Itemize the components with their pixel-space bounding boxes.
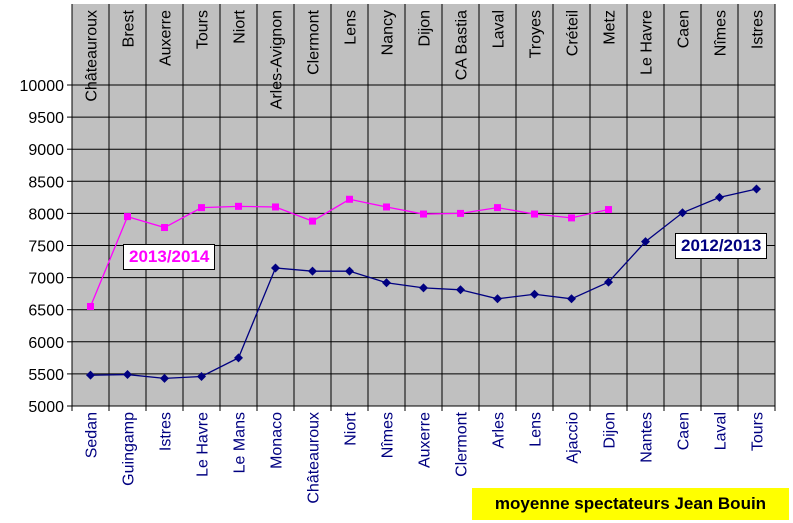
horizontal-gridlines — [67, 84, 775, 407]
y-tick-label: 5500 — [28, 367, 64, 384]
top-category-label: Metz — [602, 10, 619, 45]
bottom-category-label: Nantes — [639, 412, 656, 463]
legend-2013-2014: 2013/2014 — [123, 244, 216, 270]
top-category-label: Brest — [121, 9, 138, 47]
data-point — [272, 203, 279, 211]
bottom-category-label: Tours — [750, 412, 767, 451]
top-category-labels: Châteauroux Brest Auxerre Tours Niort Arles-A… — [84, 9, 767, 109]
bottom-category-label: Châteauroux — [306, 412, 323, 504]
data-point — [345, 266, 354, 276]
legend-2012-2013: 2012/2013 — [675, 233, 768, 259]
bottom-category-label: Le Mans — [232, 412, 249, 473]
data-point — [160, 373, 169, 383]
bottom-category-label: Istres — [158, 412, 175, 451]
data-point — [605, 206, 612, 214]
data-point — [531, 210, 538, 218]
top-category-label: Châteauroux — [84, 10, 101, 102]
data-point — [456, 285, 465, 295]
bottom-category-label: Monaco — [269, 412, 286, 469]
y-tick-label: 7500 — [28, 239, 64, 256]
bottom-category-label: Laval — [713, 412, 730, 450]
data-point — [383, 203, 390, 211]
data-point — [235, 202, 242, 210]
data-point — [161, 224, 168, 232]
top-category-label: Caen — [676, 10, 693, 48]
data-point — [123, 370, 132, 380]
data-point — [197, 371, 206, 381]
data-point — [678, 208, 687, 218]
bottom-category-label: Auxerre — [417, 412, 434, 468]
top-category-label: Niort — [232, 9, 249, 43]
data-point — [86, 370, 95, 380]
data-point — [419, 283, 428, 293]
data-point — [567, 294, 576, 304]
top-category-label: Nîmes — [713, 10, 730, 56]
top-category-label: Auxerre — [158, 10, 175, 66]
bottom-category-label: Nîmes — [380, 412, 397, 458]
top-category-label: CA Bastia — [454, 10, 471, 80]
series-layer — [86, 184, 761, 383]
top-category-label: Le Havre — [639, 10, 656, 75]
y-tick-label: 7000 — [28, 271, 64, 288]
y-axis-tick-labels: 5000 5500 6000 6500 7000 7500 8000 8500 9000 9500… — [20, 78, 65, 416]
footer-label: moyenne spectateurs Jean Bouin — [472, 488, 789, 520]
top-category-label: Clermont — [306, 9, 323, 74]
bottom-category-label: Le Havre — [195, 412, 212, 477]
bottom-category-label: Clermont — [454, 411, 471, 476]
bottom-category-label: Lens — [528, 412, 545, 447]
y-tick-label: 8500 — [28, 174, 64, 191]
y-tick-label: 5000 — [28, 399, 64, 416]
top-category-label: Nancy — [380, 10, 397, 55]
top-category-label: Troyes — [528, 10, 545, 58]
data-point — [308, 266, 317, 276]
y-tick-label: 8000 — [28, 206, 64, 223]
top-category-label: Arles-Avignon — [269, 10, 286, 109]
data-point — [87, 302, 94, 310]
data-point — [752, 184, 761, 194]
data-point — [494, 204, 501, 212]
data-point — [493, 294, 502, 304]
top-category-label: Tours — [195, 10, 212, 49]
y-tick-label: 9500 — [28, 110, 64, 127]
bottom-category-label: Arles — [491, 412, 508, 448]
data-point — [382, 278, 391, 288]
data-point — [604, 277, 613, 287]
data-point — [641, 237, 650, 247]
data-point — [568, 214, 575, 222]
data-point — [124, 213, 131, 221]
data-point — [715, 192, 724, 202]
bottom-category-labels: Sedan Guingamp Istres Le Havre Le Mans Monaco… — [84, 411, 767, 503]
data-point — [457, 209, 464, 217]
data-point — [420, 210, 427, 218]
data-point — [530, 289, 539, 299]
top-category-label: Istres — [750, 10, 767, 49]
top-category-label: Créteil — [565, 10, 582, 56]
top-category-label: Lens — [343, 10, 360, 45]
top-label-band — [72, 4, 775, 85]
y-tick-label: 6000 — [28, 335, 64, 352]
data-point — [198, 204, 205, 212]
bottom-category-label: Sedan — [84, 412, 101, 458]
bottom-category-label: Niort — [343, 411, 360, 445]
bottom-category-label: Dijon — [602, 412, 619, 448]
bottom-category-label: Guingamp — [121, 412, 138, 486]
data-point — [234, 353, 243, 363]
y-tick-label: 6500 — [28, 303, 64, 320]
data-point — [309, 217, 316, 225]
data-point — [346, 195, 353, 203]
y-tick-label: 9000 — [28, 142, 64, 159]
data-point — [271, 263, 280, 273]
top-category-label: Dijon — [417, 10, 434, 46]
bottom-category-label: Ajaccio — [565, 412, 582, 464]
y-tick-label: 10000 — [20, 78, 65, 95]
top-category-label: Laval — [491, 10, 508, 48]
bottom-category-label: Caen — [676, 412, 693, 450]
